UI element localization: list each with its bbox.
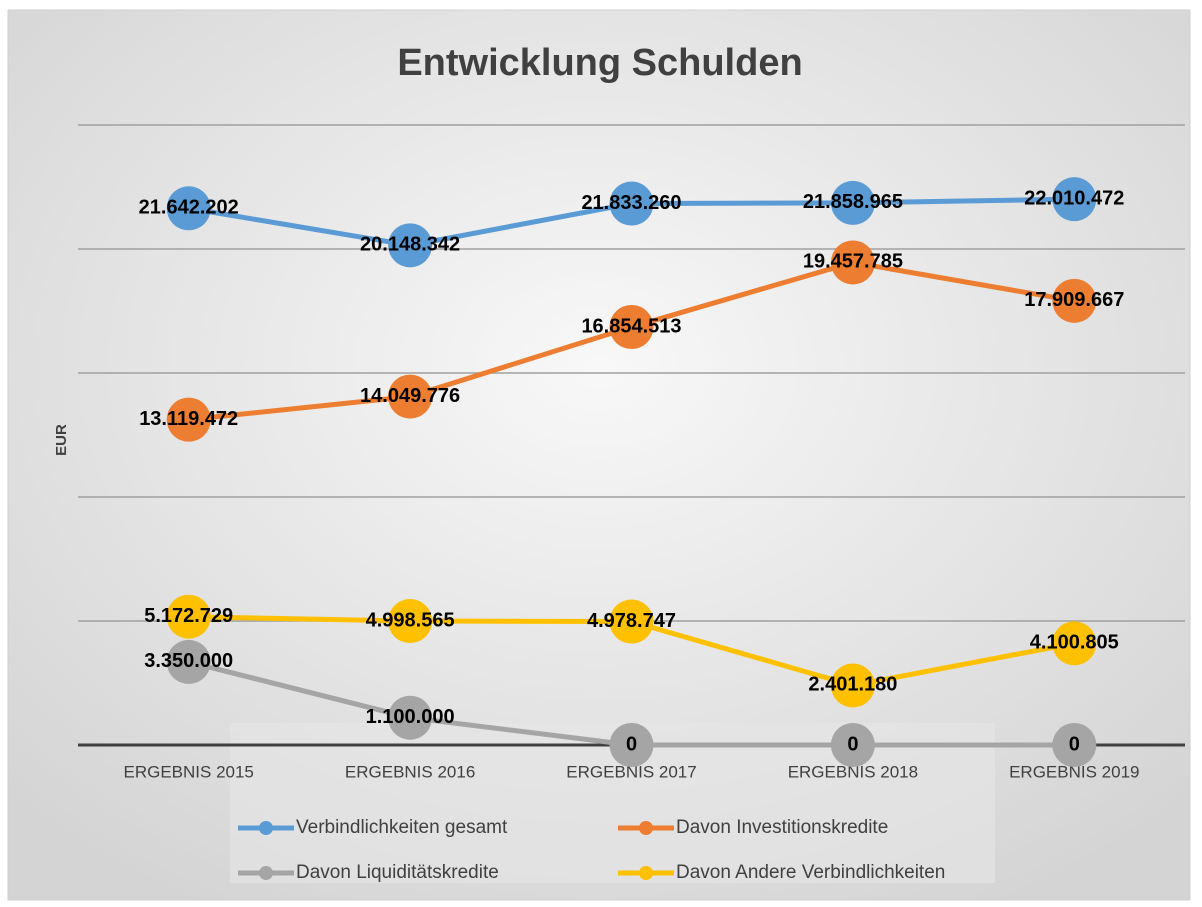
data-point: [609, 723, 654, 767]
legend-marker: [639, 821, 653, 835]
data-label: 19.457.785: [803, 251, 903, 273]
data-label: 16.854.513: [581, 315, 681, 337]
data-label: 21.833.260: [581, 192, 681, 214]
data-point: [166, 639, 211, 684]
data-label: 4.998.565: [366, 609, 455, 631]
data-label: 13.119.472: [139, 408, 238, 430]
x-tick-label: ERGEBNIS 2016: [345, 762, 475, 781]
chart-title: Entwicklung Schulden: [397, 42, 802, 84]
legend-label: Davon Liquiditätskredite: [296, 862, 499, 883]
data-label: 21.858.965: [803, 191, 903, 213]
x-tick-label: ERGEBNIS 2019: [1009, 762, 1139, 781]
data-label: 21.642.202: [139, 197, 239, 219]
data-label: 0: [1069, 733, 1080, 755]
legend-marker: [639, 866, 653, 880]
data-label: 22.010.472: [1024, 187, 1124, 209]
data-label: 14.049.776: [360, 385, 460, 407]
legend-label: Verbindlichkeiten gesamt: [296, 817, 508, 838]
data-point: [830, 663, 875, 708]
data-point: [830, 240, 875, 285]
data-label: 3.350.000: [144, 650, 233, 672]
data-point: [1052, 621, 1097, 666]
data-label: 5.172.729: [144, 605, 233, 627]
x-tick-label: ERGEBNIS 2017: [566, 762, 696, 781]
data-point: [609, 305, 654, 350]
data-point: [388, 223, 433, 268]
legend-marker: [259, 821, 273, 835]
data-label: 0: [626, 733, 637, 755]
data-label: 1.100.000: [366, 706, 455, 728]
data-point: [388, 599, 433, 644]
data-point: [1052, 177, 1097, 222]
data-point: [166, 397, 211, 442]
data-point: [830, 180, 875, 225]
data-label: 0: [847, 733, 858, 755]
data-label: 2.401.180: [808, 674, 897, 696]
legend-label: Davon Andere Verbindlichkeiten: [676, 862, 945, 883]
data-point: [609, 181, 654, 226]
data-point: [166, 186, 211, 231]
data-point: [166, 594, 211, 639]
data-point: [830, 723, 875, 767]
data-point: [609, 599, 654, 644]
data-label: 20.148.342: [360, 234, 460, 256]
data-point: [1052, 278, 1097, 323]
data-point: [388, 374, 433, 419]
x-tick-label: ERGEBNIS 2018: [788, 762, 918, 781]
y-axis-label: EUR: [53, 424, 70, 456]
legend-label: Davon Investitionskredite: [676, 817, 888, 838]
data-point: [1052, 723, 1097, 767]
data-label: 17.909.667: [1024, 289, 1124, 311]
data-label: 4.978.747: [587, 610, 676, 632]
legend-marker: [259, 866, 273, 880]
data-point: [388, 695, 433, 740]
data-label: 4.100.805: [1030, 632, 1119, 654]
x-tick-label: ERGEBNIS 2015: [123, 762, 253, 781]
